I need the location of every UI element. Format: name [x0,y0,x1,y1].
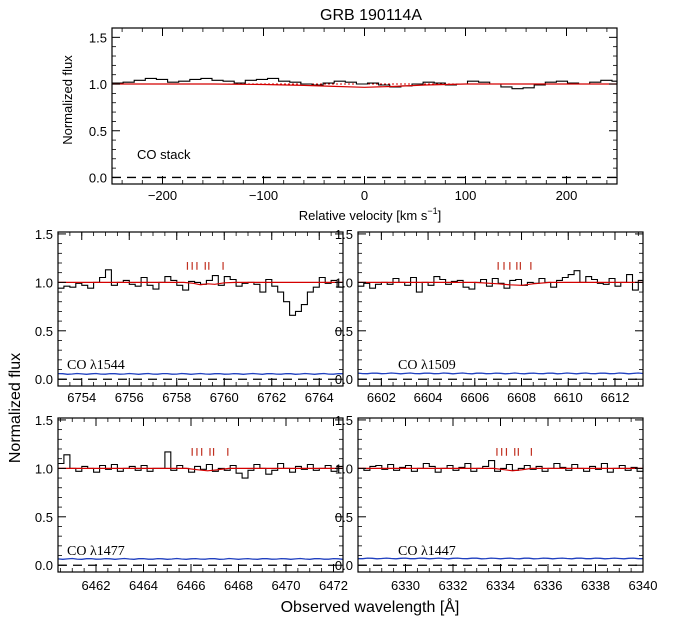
x-tick-label: 6602 [367,390,396,405]
y-tick-label: 0.5 [89,124,107,139]
y-tick-label: 0.5 [335,324,353,339]
top-ylabel: Normalized flux [60,55,75,145]
x-tick-label: 6608 [507,390,536,405]
x-tick-label: 6762 [257,390,286,405]
y-tick-label: 0.0 [335,558,353,573]
axes-frame [57,417,344,573]
x-tick-label: 6754 [67,390,96,405]
axes-frame [357,231,644,387]
x-tick-label: 6756 [115,390,144,405]
x-tick-label: 200 [556,188,578,203]
y-tick-label: 1.5 [335,227,353,242]
x-tick-label: 6760 [210,390,239,405]
error-spectrum [57,557,344,560]
y-tick-label: 0.0 [335,372,353,387]
x-tick-label: 6610 [554,390,583,405]
x-tick-label: 6468 [224,578,253,593]
y-tick-label: 1.5 [35,413,53,428]
y-tick-label: 1.5 [89,30,107,45]
top-xlabel-main: Relative velocity [km s [299,208,428,223]
panel-co-1544: CO λ1544 6754 6756 6758 6760 6762 6764 0.0 0.5 1… [35,227,344,405]
model-fit-line [358,281,643,286]
shared-ylabel: Normalized flux [7,353,24,463]
x-tick-label: 6332 [439,578,468,593]
x-tick-label: 6604 [414,390,443,405]
error-spectrum [57,372,344,375]
x-tick-label: 6470 [272,578,301,593]
y-tick-label: 1.0 [335,461,353,476]
x-tick-label: 6612 [601,390,630,405]
y-tick-label: 1.0 [35,275,53,290]
model-fit-line [112,83,617,88]
x-tick-label: 6338 [581,578,610,593]
y-tick-label: 0.5 [35,510,53,525]
panel-co-1447: CO λ1447 6330 6332 6334 6336 6338 6340 0.0 0.5 1… [335,413,658,593]
error-spectrum [357,372,644,375]
x-tick-label: 100 [455,188,477,203]
x-tick-label: 6758 [162,390,191,405]
x-tick-label: 6330 [391,578,420,593]
shared-xlabel: Observed wavelength [Å] [281,597,460,616]
y-tick-label: 1.0 [35,461,53,476]
flux-spectrum [358,460,644,473]
model-fit-line [358,467,643,472]
x-tick-label: 6336 [534,578,563,593]
model-fit-line [58,281,343,286]
y-tick-label: 1.5 [35,227,53,242]
y-tick-label: 1.0 [89,77,107,92]
y-tick-label: 0.0 [35,558,53,573]
x-tick-label: 6462 [82,578,111,593]
x-tick-label: 6764 [305,390,334,405]
panel-co-stack: Normalized flux Relative velocity [km s−… [60,27,618,223]
x-tick-label: −200 [148,188,177,203]
x-tick-label: 6340 [629,578,658,593]
flux-spectrum [358,270,644,293]
top-xlabel: Relative velocity [km s−1] [299,206,441,223]
x-tick-label: 6472 [319,578,348,593]
error-spectrum [358,557,643,560]
model-fit-line [58,467,343,472]
panel-label: CO λ1544 [67,358,125,373]
panel-label: CO λ1509 [398,358,456,373]
flux-spectrum [58,269,344,316]
y-tick-label: 0.0 [89,170,107,185]
top-xlabel-sup: −1 [427,206,437,216]
x-tick-label: 0 [361,188,368,203]
x-tick-label: 6606 [460,390,489,405]
x-tick-label: 6466 [177,578,206,593]
y-tick-label: 0.5 [335,510,353,525]
panel-co-1509: CO λ1509 6602 6604 6606 6608 6610 6612 0.0 0.5 1… [335,227,644,405]
flux-spectrum [58,451,344,479]
y-tick-label: 0.0 [35,372,53,387]
top-xlabel-end: ] [438,208,442,223]
figure-title: GRB 190114A [320,7,422,24]
x-tick-label: 6464 [129,578,158,593]
y-tick-label: 1.0 [335,275,353,290]
panel-label: CO λ1477 [67,544,125,559]
y-tick-label: 0.5 [35,324,53,339]
x-tick-label: −100 [249,188,278,203]
top-annotation: CO stack [137,147,191,162]
y-tick-label: 1.5 [335,413,353,428]
panel-co-1477: CO λ1477 6462 6464 6466 6468 6470 6472 0.0 0.5 1… [35,413,348,593]
x-tick-label: 6334 [486,578,515,593]
panel-label: CO λ1447 [398,544,456,559]
